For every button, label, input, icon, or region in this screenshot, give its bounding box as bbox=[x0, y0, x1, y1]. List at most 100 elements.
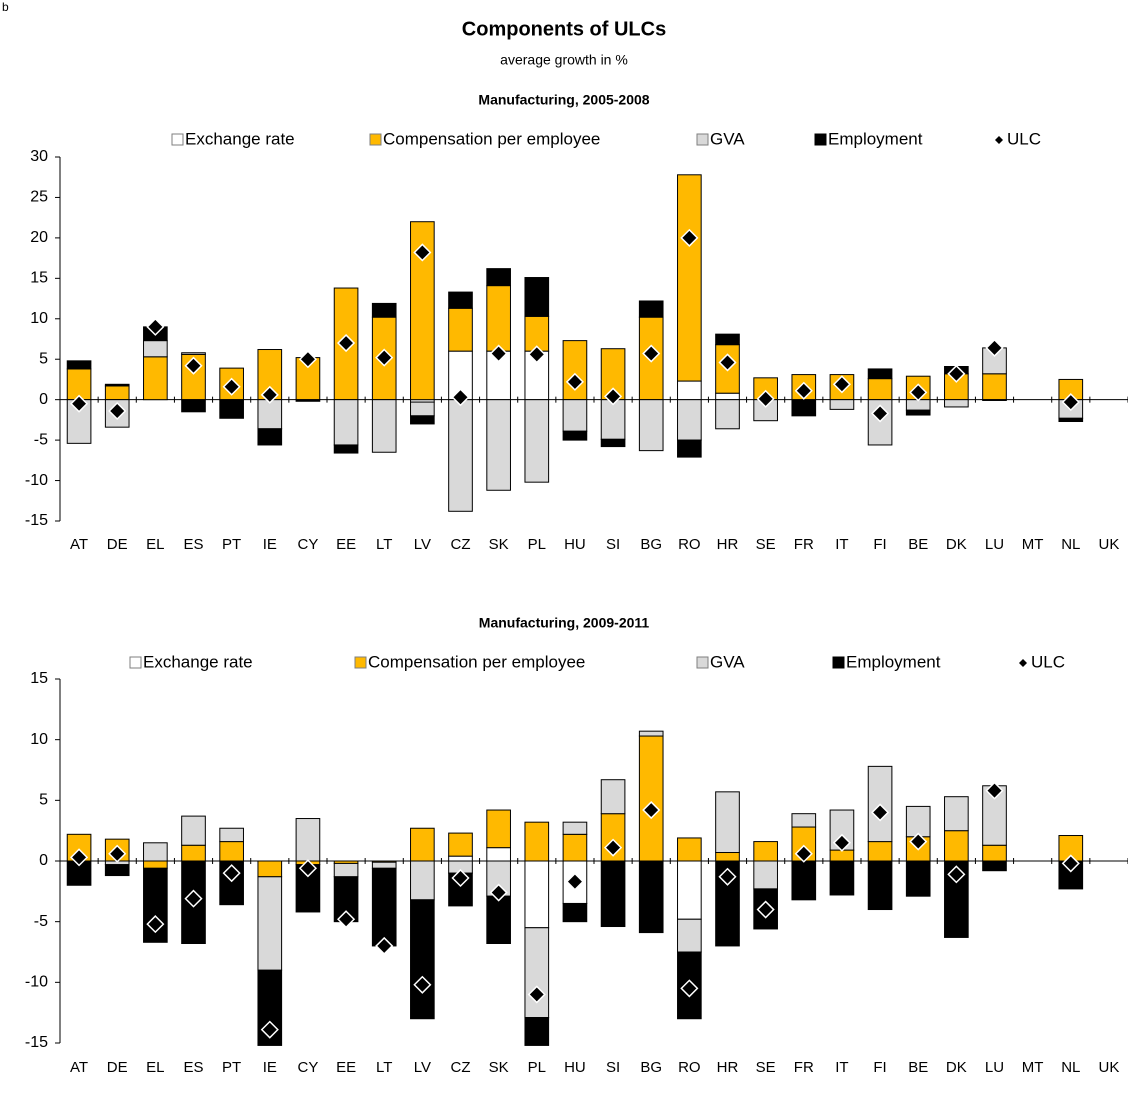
bar-segment bbox=[524, 399, 550, 483]
bar-segment bbox=[333, 862, 359, 878]
bar-segment bbox=[295, 399, 321, 402]
ulc-marker bbox=[871, 803, 890, 822]
ulc-marker bbox=[70, 848, 89, 867]
ulc-marker bbox=[451, 388, 470, 407]
x-tick-label: EL bbox=[146, 1059, 164, 1076]
bar-segment bbox=[1058, 417, 1084, 423]
x-tick-label: SE bbox=[756, 1059, 776, 1076]
bar-segment bbox=[638, 300, 664, 318]
chart-title: Components of ULCs bbox=[462, 18, 666, 40]
x-tick-label: FR bbox=[794, 1059, 814, 1076]
legend-label: Exchange rate bbox=[185, 129, 295, 148]
bar-segment bbox=[448, 399, 473, 512]
x-tick-label: IE bbox=[263, 1059, 277, 1076]
y-tick-label: 0 bbox=[39, 852, 48, 869]
ulc-marker bbox=[260, 385, 279, 404]
bar-segment bbox=[753, 860, 778, 890]
bar-segment bbox=[562, 902, 588, 923]
ulc-marker bbox=[298, 350, 317, 369]
ulc-marker bbox=[1061, 854, 1080, 873]
bar-segment bbox=[410, 221, 435, 401]
bar-segment bbox=[867, 841, 893, 862]
bar-segment bbox=[486, 285, 511, 352]
ulc-marker bbox=[108, 401, 127, 421]
bar-segment bbox=[257, 876, 283, 971]
y-tick-label: -15 bbox=[25, 1034, 48, 1051]
ulc-marker bbox=[794, 844, 813, 863]
bar-segment bbox=[333, 444, 359, 454]
x-tick-label: EE bbox=[336, 536, 356, 553]
bar-segment bbox=[791, 399, 817, 417]
x-tick-label: LV bbox=[414, 1059, 431, 1076]
ulc-marker bbox=[375, 348, 394, 367]
bar-segment bbox=[600, 860, 626, 928]
bar-segment bbox=[181, 352, 206, 355]
legend-label: ULC bbox=[1031, 652, 1065, 671]
y-tick-label: 15 bbox=[30, 670, 48, 687]
bar-segment bbox=[524, 860, 550, 929]
ulc-marker bbox=[222, 864, 241, 883]
y-tick-label: 10 bbox=[30, 310, 48, 327]
bar-segment bbox=[677, 837, 702, 862]
bar-segment bbox=[600, 399, 626, 440]
bar-segment bbox=[829, 399, 855, 410]
legend-marker bbox=[995, 136, 1003, 144]
x-tick-label: UK bbox=[1099, 536, 1120, 553]
bar-segment bbox=[410, 827, 435, 862]
bar-segment bbox=[562, 399, 588, 432]
x-tick-label: FI bbox=[873, 1059, 886, 1076]
y-tick-label: 15 bbox=[30, 270, 48, 287]
ulc-marker bbox=[222, 377, 241, 396]
bar-segment bbox=[524, 927, 550, 1019]
panel-title: Manufacturing, 2009-2011 bbox=[479, 615, 650, 631]
y-tick-label: 5 bbox=[39, 350, 48, 367]
bar-segment bbox=[600, 779, 626, 815]
ulc-marker bbox=[413, 975, 432, 994]
ulc-marker bbox=[756, 389, 775, 408]
bar-segment bbox=[486, 847, 511, 862]
legend-marker bbox=[369, 133, 382, 146]
x-tick-label: LV bbox=[414, 536, 431, 553]
bar-segment bbox=[562, 430, 588, 441]
bar-segment bbox=[905, 805, 931, 838]
ulc-marker bbox=[642, 344, 661, 363]
ulc-marker bbox=[108, 844, 127, 863]
x-tick-label: HU bbox=[564, 1059, 586, 1076]
x-tick-label: IT bbox=[835, 1059, 848, 1076]
x-tick-label: ES bbox=[183, 536, 203, 553]
ulc-marker bbox=[832, 833, 851, 852]
x-tick-label: DE bbox=[107, 536, 128, 553]
x-tick-label: PL bbox=[528, 1059, 546, 1076]
x-tick-label: HR bbox=[717, 536, 739, 553]
bar-segment bbox=[867, 378, 893, 401]
bar-segment bbox=[371, 861, 397, 869]
ulc-marker bbox=[642, 800, 661, 820]
x-tick-label: DK bbox=[946, 1059, 967, 1076]
bar-segment bbox=[867, 368, 893, 380]
x-tick-label: BE bbox=[908, 536, 928, 553]
ulc-marker bbox=[947, 865, 966, 884]
y-tick-label: -5 bbox=[34, 431, 48, 448]
bar-segment bbox=[333, 399, 359, 446]
legend-label: Employment bbox=[846, 652, 941, 671]
x-tick-label: UK bbox=[1099, 1059, 1120, 1076]
x-tick-label: CZ bbox=[451, 536, 471, 553]
x-tick-label: EL bbox=[146, 536, 164, 553]
bar-segment bbox=[486, 399, 511, 491]
bar-segment bbox=[982, 399, 1007, 401]
x-tick-label: NL bbox=[1061, 536, 1080, 553]
x-tick-label: HU bbox=[564, 536, 586, 553]
bar-segment bbox=[448, 291, 473, 309]
x-tick-label: SI bbox=[606, 536, 620, 553]
x-tick-label: PT bbox=[222, 536, 241, 553]
ulc-marker bbox=[871, 404, 890, 423]
ulc-marker bbox=[337, 333, 356, 353]
legend-label: Employment bbox=[828, 129, 923, 148]
x-tick-label: RO bbox=[678, 1059, 701, 1076]
ulc-marker bbox=[718, 353, 737, 372]
bar-segment bbox=[448, 307, 473, 352]
bar-segment bbox=[66, 360, 92, 370]
ulc-marker bbox=[451, 868, 470, 888]
ulc-marker bbox=[604, 387, 623, 406]
